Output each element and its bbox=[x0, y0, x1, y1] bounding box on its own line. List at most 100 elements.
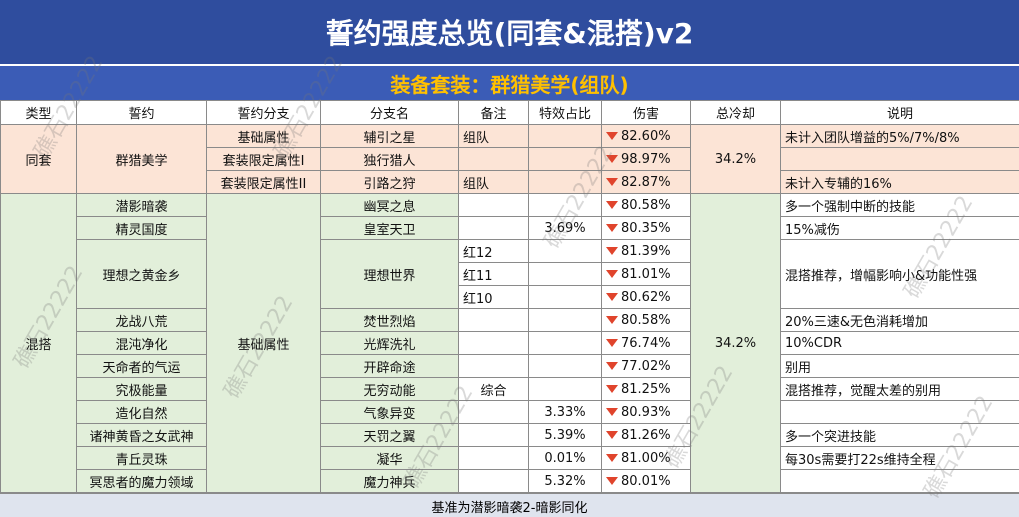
table-cell: 82.87% bbox=[601, 170, 691, 194]
table-cell: 焚世烈焰 bbox=[320, 308, 459, 332]
table-cell: 未计入专辅的16% bbox=[780, 170, 1019, 194]
table-cell bbox=[780, 147, 1019, 171]
table-cell bbox=[458, 147, 529, 171]
table-cell: 理想之黄金乡 bbox=[76, 239, 207, 309]
table-cell: 诸神黄昏之女武神 bbox=[76, 423, 207, 447]
table-cell: 造化自然 bbox=[76, 400, 207, 424]
table-cell: 光辉洗礼 bbox=[320, 331, 459, 355]
table-cell: 龙战八荒 bbox=[76, 308, 207, 332]
table-row: 混搭 潜影暗袭 基础属性 幽冥之息 80.58% 34.2% 多一个强制中断的技能 bbox=[0, 193, 1019, 493]
table-cell: 0.01% bbox=[528, 446, 602, 470]
table-cell: 10%CDR bbox=[780, 331, 1019, 355]
table-cell: 天罚之翼 bbox=[320, 423, 459, 447]
table-cell: 混沌净化 bbox=[76, 331, 207, 355]
table-cell bbox=[528, 331, 602, 355]
table-cell: 每30s需要打22s维持全程 bbox=[780, 446, 1019, 470]
table-cell: 综合 bbox=[458, 377, 529, 401]
table-cell: 80.35% bbox=[601, 216, 691, 240]
table-cell bbox=[458, 331, 529, 355]
table-row: 精灵国度 皇室天卫 3.69% 80.35% 15%减伤 bbox=[1, 216, 1019, 240]
table-cell bbox=[528, 147, 602, 171]
table-cell bbox=[458, 446, 529, 470]
table-cell: 80.93% bbox=[601, 400, 691, 424]
table-cell: 红11 bbox=[458, 262, 529, 286]
header-cell: 誓约 bbox=[76, 100, 207, 125]
table-cell: 红12 bbox=[458, 239, 529, 263]
table-cell: 混搭推荐，觉醒太差的别用 bbox=[780, 377, 1019, 401]
table-cell: 青丘灵珠 bbox=[76, 446, 207, 470]
table-row: 套装限定属性II 引路之狩 组队 82.87% 未计入专辅的16% bbox=[1, 170, 1019, 194]
table-cell: 混搭推荐，增幅影响小&功能性强 bbox=[780, 239, 1019, 309]
footer: 基准为潜影暗袭2-暗影同化 bbox=[0, 493, 1019, 517]
table-cell: 组队 bbox=[458, 170, 529, 194]
header-cell: 伤害 bbox=[601, 100, 691, 125]
table-cell bbox=[458, 423, 529, 447]
table: 类型 誓约 誓约分支 分支名 备注 特效占比 伤害 总冷却 说明 同套 群猎美学 基础属性 辅引之星组… bbox=[0, 100, 1019, 493]
table-cell: 98.97% bbox=[601, 147, 691, 171]
table-cell: 套装限定属性II bbox=[206, 170, 321, 194]
header-cell: 分支名 bbox=[320, 100, 459, 125]
title: 誓约强度总览(同套&混搭)v2 bbox=[0, 0, 1019, 64]
table-cell: 3.69% bbox=[528, 216, 602, 240]
table-cell: 组队 bbox=[458, 124, 529, 148]
table-cell: 82.60% bbox=[601, 124, 691, 148]
table-cell: 多一个强制中断的技能 bbox=[780, 193, 1019, 217]
table-cell: 混搭 bbox=[0, 193, 77, 493]
table-row: 理想之黄金乡 理想世界 红12 81.39% 混搭推荐，增幅影响小&功能性强 bbox=[1, 239, 1019, 309]
table-cell bbox=[528, 377, 602, 401]
table-cell: 81.26% bbox=[601, 423, 691, 447]
table-cell: 皇室天卫 bbox=[320, 216, 459, 240]
table-cell: 群猎美学 bbox=[76, 124, 207, 194]
table-cell: 别用 bbox=[780, 354, 1019, 378]
table-row: 青丘灵珠 凝华 0.01% 81.00% 每30s需要打22s维持全程 bbox=[1, 446, 1019, 470]
table-cell: 34.2% bbox=[690, 193, 781, 493]
table-row: 冥思者的魔力领域 魔力神兵 5.32% 80.01% bbox=[1, 469, 1019, 493]
table-cell: 同套 bbox=[0, 124, 77, 194]
table-cell bbox=[528, 308, 602, 332]
table-row: 红11 81.01% bbox=[1, 262, 1019, 286]
header-cell: 备注 bbox=[458, 100, 529, 125]
table-cell bbox=[528, 285, 602, 309]
table-cell: 3.33% bbox=[528, 400, 602, 424]
table-cell bbox=[528, 170, 602, 194]
table-row: 混沌净化 光辉洗礼 76.74% 10%CDR bbox=[1, 331, 1019, 355]
table-cell: 精灵国度 bbox=[76, 216, 207, 240]
header-cell: 誓约分支 bbox=[206, 100, 321, 125]
table-cell: 基础属性 bbox=[206, 124, 321, 148]
header-cell: 说明 bbox=[780, 100, 1019, 125]
table-row: 龙战八荒 焚世烈焰 80.58% 20%三速&无色消耗增加 bbox=[1, 308, 1019, 332]
table-cell: 20%三速&无色消耗增加 bbox=[780, 308, 1019, 332]
table-cell bbox=[528, 124, 602, 148]
table-cell: 究极能量 bbox=[76, 377, 207, 401]
header-cell: 总冷却 bbox=[690, 100, 781, 125]
table-cell: 80.62% bbox=[601, 285, 691, 309]
header-cell: 特效占比 bbox=[528, 100, 602, 125]
table-cell: 80.58% bbox=[601, 308, 691, 332]
table-cell bbox=[528, 262, 602, 286]
table-row: 红10 80.62% bbox=[1, 285, 1019, 309]
table-cell: 套装限定属性I bbox=[206, 147, 321, 171]
table-row: 同套 群猎美学 基础属性 辅引之星 组队 82.60% 34.2% 未计入团队增益的5%/7%… bbox=[0, 124, 1019, 194]
table-cell bbox=[458, 216, 529, 240]
table-cell: 开辟命途 bbox=[320, 354, 459, 378]
header-cell: 类型 bbox=[0, 100, 77, 125]
table-cell: 81.25% bbox=[601, 377, 691, 401]
table-cell: 81.39% bbox=[601, 239, 691, 263]
table-cell: 34.2% bbox=[690, 124, 781, 194]
table-cell: 潜影暗袭 bbox=[76, 193, 207, 217]
table-cell bbox=[780, 469, 1019, 493]
table-cell: 气象异变 bbox=[320, 400, 459, 424]
table-cell: 冥思者的魔力领域 bbox=[76, 469, 207, 493]
table-cell bbox=[458, 469, 529, 493]
table-cell: 多一个突进技能 bbox=[780, 423, 1019, 447]
table-row: 套装限定属性I 独行猎人 98.97% bbox=[1, 147, 1019, 171]
table-cell: 无穷动能 bbox=[320, 377, 459, 401]
table-cell: 15%减伤 bbox=[780, 216, 1019, 240]
table-cell: 凝华 bbox=[320, 446, 459, 470]
table-cell: 81.00% bbox=[601, 446, 691, 470]
table-cell bbox=[458, 354, 529, 378]
table-cell: 独行猎人 bbox=[320, 147, 459, 171]
table-cell bbox=[458, 308, 529, 332]
table-cell: 81.01% bbox=[601, 262, 691, 286]
